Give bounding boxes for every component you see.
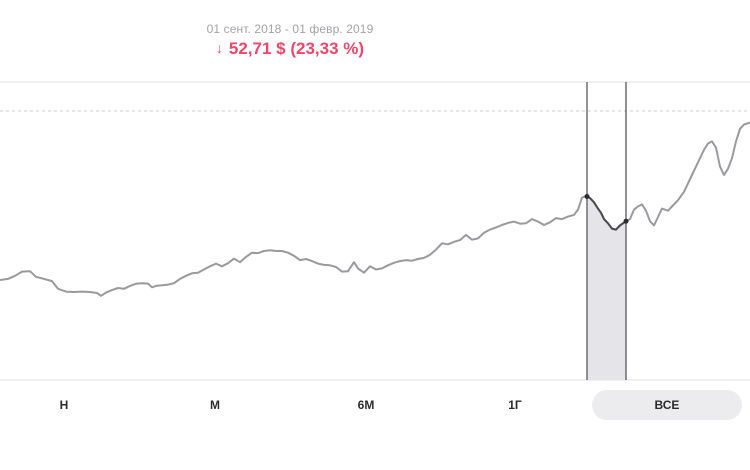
- selection-start-dot: [584, 194, 590, 200]
- price-chart[interactable]: [0, 80, 750, 382]
- tab-one-year[interactable]: 1Г: [508, 398, 522, 412]
- selection-fill: [587, 196, 626, 380]
- tab-all[interactable]: ВСЕ: [592, 390, 742, 420]
- down-arrow-icon: ↓: [215, 40, 223, 56]
- date-range-label: 01 сент. 2018 - 01 февр. 2019: [206, 22, 374, 36]
- period-tabs: Н М 6М 1Г ВСЕ: [0, 384, 750, 428]
- tab-six-months[interactable]: 6М: [357, 398, 375, 412]
- price-change-header: 01 сент. 2018 - 01 февр. 2019 ↓ 52,71 $ (…: [0, 0, 580, 80]
- selection-end-dot: [623, 218, 629, 224]
- change-amount: 52,71 $ (23,33 %): [228, 39, 365, 58]
- selected-price-line: [586, 195, 627, 231]
- price-change-value: ↓ 52,71 $ (23,33 %): [0, 39, 580, 59]
- price-line: [0, 121, 750, 297]
- tab-month[interactable]: М: [210, 398, 220, 412]
- price-chart-svg[interactable]: [0, 80, 750, 382]
- tab-week[interactable]: Н: [59, 398, 69, 412]
